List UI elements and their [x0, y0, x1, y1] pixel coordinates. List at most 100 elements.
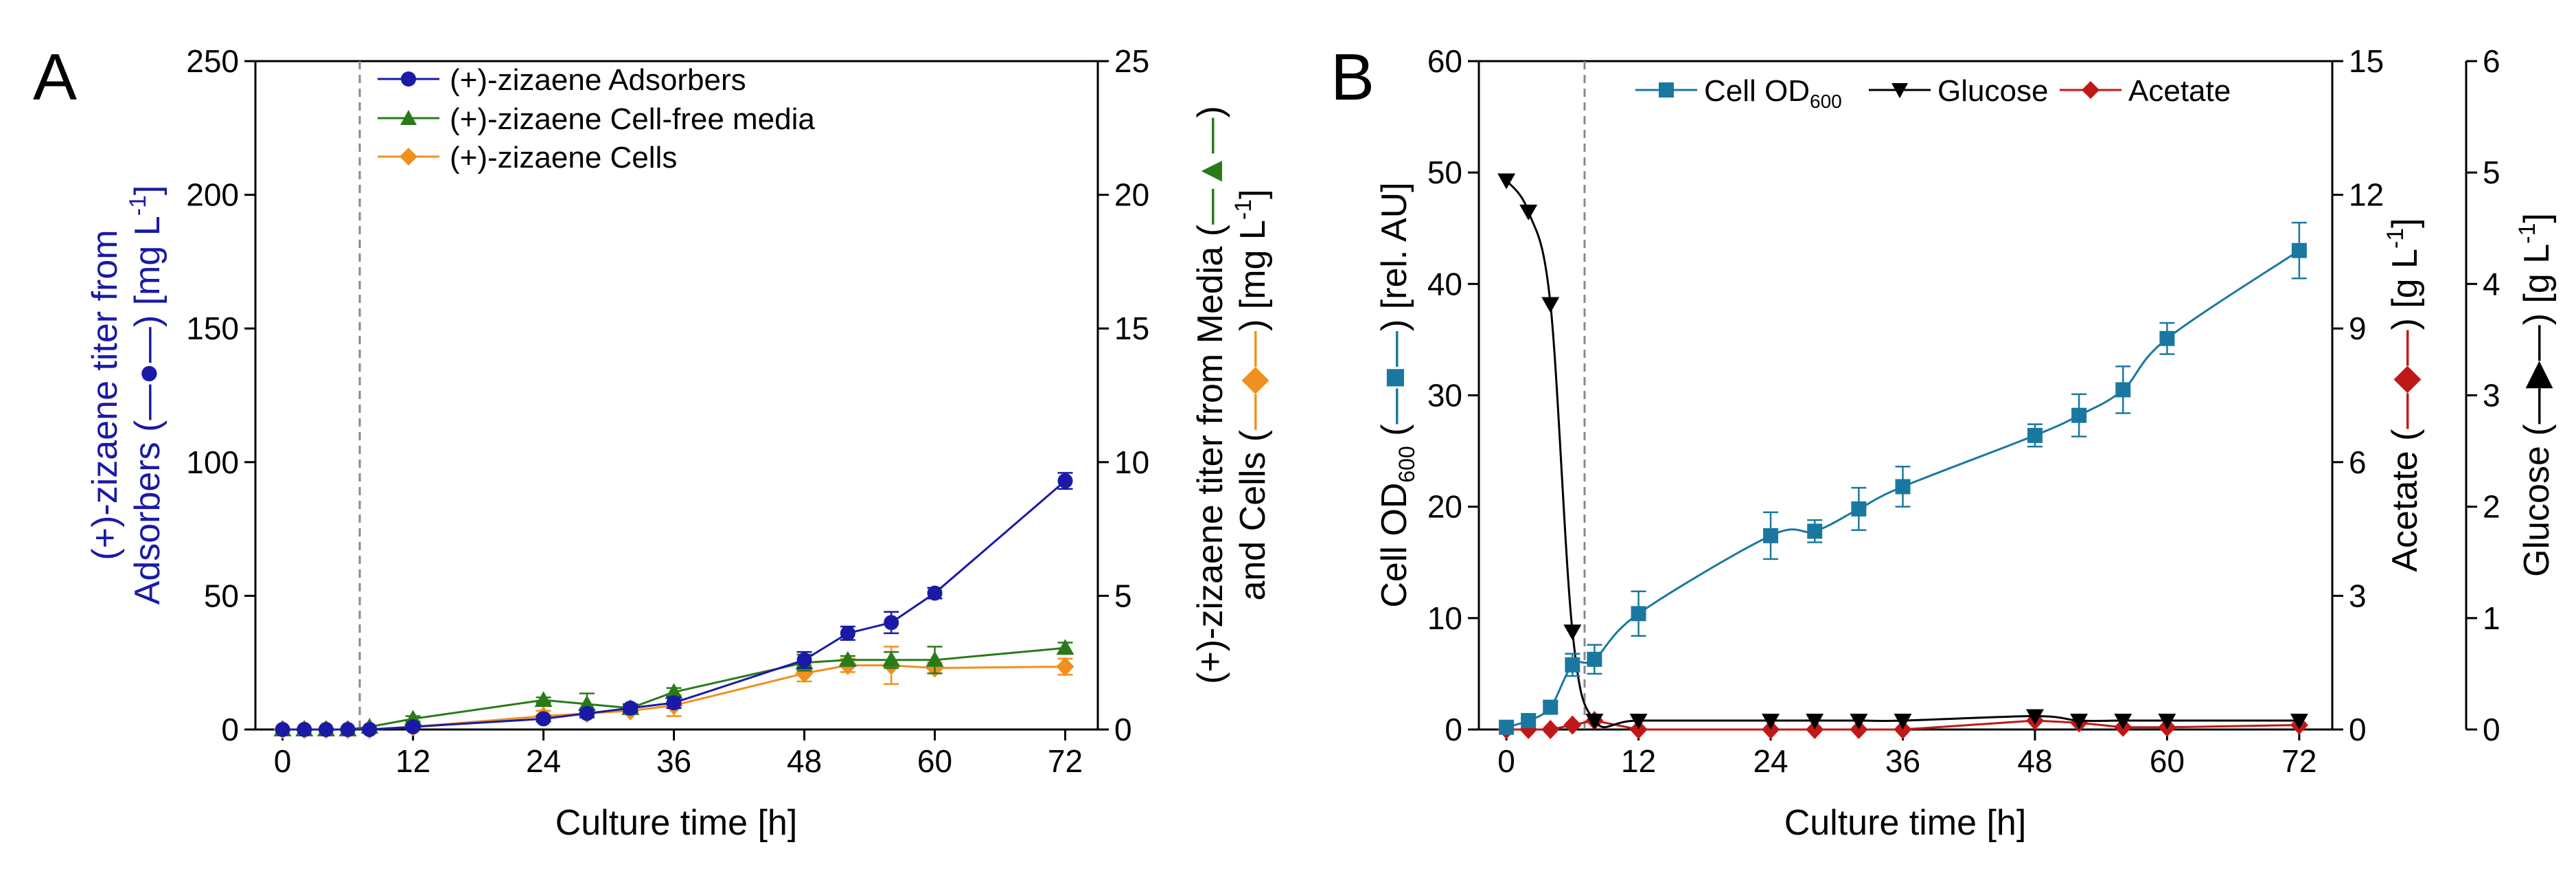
panel-b-acetate-label: Acetate (—◆—) [g L-1] — [2382, 218, 2425, 572]
panel-a-right-y-label-line2: and Cells (—◆—) [mg L-1] — [1230, 189, 1273, 600]
y-tick-label: 5 — [1114, 578, 1132, 613]
data-point — [405, 719, 421, 735]
x-tick-label: 24 — [526, 743, 561, 779]
y-tick-label: 10 — [1427, 600, 1462, 636]
data-point — [2158, 714, 2176, 730]
panel-a-left-y-axis: 0 50 100 150 200 250 — [186, 43, 255, 747]
panel-b-legend: Cell OD600 Glucose Acetate — [1635, 74, 2231, 112]
panel-a-legend: (+)-zizaene Adsorbers (+)-zizaene Cell-f… — [378, 63, 815, 174]
y-tick-label: 0 — [221, 712, 239, 747]
data-point — [536, 711, 551, 727]
data-point — [1762, 714, 1780, 730]
y-tick-label: 0 — [1114, 712, 1132, 747]
y-tick-label: 25 — [1114, 43, 1149, 79]
y-tick-label: 20 — [1427, 489, 1462, 525]
legend-cell-free-media-label: (+)-zizaene Cell-free media — [450, 102, 815, 136]
y-tick-label: 0 — [2349, 712, 2367, 747]
panel-a-letter: A — [33, 41, 77, 114]
data-point — [2159, 330, 2175, 346]
y-tick-label: 50 — [1427, 155, 1462, 190]
legend-acetate-label: Acetate — [2128, 74, 2231, 108]
data-point — [1541, 720, 1560, 739]
y-tick-label: 20 — [1114, 177, 1149, 213]
y-tick-label: 15 — [2349, 43, 2384, 79]
data-point — [297, 722, 312, 737]
x-tick-label: 12 — [395, 743, 430, 779]
data-point — [1629, 714, 1648, 730]
legend-acetate-marker — [2082, 81, 2100, 99]
data-point — [1895, 479, 1911, 495]
y-tick-label: 100 — [186, 444, 239, 480]
data-point — [1497, 173, 1516, 190]
data-point — [579, 705, 595, 721]
data-point — [275, 722, 290, 737]
x-tick-label: 0 — [1497, 743, 1515, 779]
panel-a-right-y-label-line1: (+)-zizaene titer from Media (—▲—) — [1191, 106, 1230, 684]
x-tick-label: 12 — [1621, 743, 1656, 779]
y-tick-label: 60 — [1427, 43, 1462, 79]
data-point — [2115, 382, 2131, 398]
data-point — [2291, 242, 2307, 258]
panel-a-frame — [254, 60, 1099, 731]
data-point — [665, 683, 683, 699]
data-point — [1056, 657, 1074, 677]
panel-b-left-y-label: Cell OD600 (—■—) [rel. AU] — [1375, 182, 1419, 607]
data-point — [1587, 651, 1602, 667]
legend-adsorbers-label: (+)-zizaene Adsorbers — [450, 63, 746, 97]
x-tick-label: 48 — [787, 743, 822, 779]
legend-glucose-label: Glucose — [1937, 74, 2048, 108]
y-tick-label: 1 — [2483, 600, 2500, 636]
data-point — [1519, 204, 1538, 220]
y-tick-label: 15 — [1114, 310, 1149, 346]
data-point — [340, 722, 356, 737]
x-tick-label: 72 — [2281, 743, 2316, 779]
y-tick-label: 2 — [2483, 489, 2500, 525]
data-point — [1056, 639, 1074, 655]
x-tick-label: 72 — [1048, 743, 1083, 779]
data-point — [2114, 714, 2132, 730]
legend-glucose-marker — [1891, 83, 1908, 98]
series-line — [1505, 179, 2299, 729]
panel-b-x-axis: 0 12 24 36 48 60 72 — [1497, 729, 2316, 779]
legend-cell-free-media-marker — [400, 110, 417, 125]
x-tick-label: 48 — [2017, 743, 2052, 779]
data-point — [1851, 501, 1867, 517]
legend-adsorbers-marker — [401, 71, 416, 87]
panel-b-x-axis-label: Culture time [h] — [1784, 803, 2027, 843]
panel-a-x-axis-label: Culture time [h] — [555, 803, 798, 843]
y-tick-label: 150 — [186, 310, 239, 346]
data-point — [1850, 714, 1868, 730]
panel-b-glucose-label: Glucose (—▶—) [g L-1] — [2514, 213, 2557, 577]
data-point — [1565, 657, 1580, 672]
data-point — [927, 585, 943, 601]
data-point — [318, 722, 334, 737]
data-point — [1763, 528, 1779, 543]
data-point — [2290, 714, 2308, 730]
y-tick-label: 9 — [2349, 310, 2367, 346]
data-point — [1806, 714, 1824, 730]
panel-a-left-y-label-line2: Adsorbers (—●—) [mg L-1] — [125, 185, 168, 605]
panel-a: A 0 12 24 36 48 60 72 0 50 100 150 200 250 0 5 10 15 20… — [33, 41, 1273, 843]
data-point — [2071, 407, 2087, 423]
x-tick-label: 36 — [656, 743, 691, 779]
data-point — [838, 651, 857, 667]
data-point — [362, 722, 378, 737]
data-point — [1521, 713, 1537, 729]
data-point — [1585, 714, 1604, 730]
x-tick-label: 0 — [274, 743, 292, 779]
panel-b-acetate-axis: 0 3 6 9 12 15 — [2332, 43, 2384, 747]
y-tick-label: 3 — [2483, 378, 2500, 414]
data-point — [1057, 473, 1073, 489]
panel-a-right-y-axis: 0 5 10 15 20 25 — [1098, 43, 1149, 747]
data-point — [882, 651, 901, 667]
x-tick-label: 60 — [917, 743, 952, 779]
legend-cells-marker — [400, 148, 417, 166]
panel-b-series — [1497, 173, 2308, 739]
y-tick-label: 40 — [1427, 266, 1462, 302]
y-tick-label: 30 — [1427, 378, 1462, 414]
x-tick-label: 36 — [1885, 743, 1920, 779]
y-tick-label: 5 — [2483, 155, 2500, 190]
data-point — [623, 700, 639, 716]
data-point — [796, 652, 812, 668]
